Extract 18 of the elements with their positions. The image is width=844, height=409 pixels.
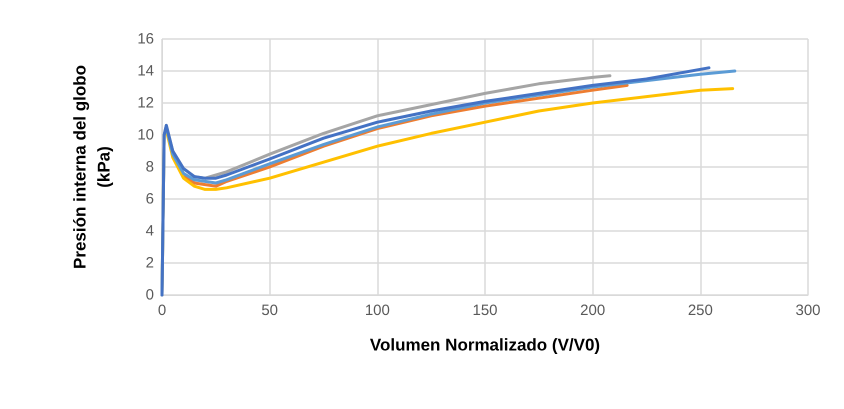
y-tick-label: 14	[137, 62, 154, 80]
x-tick-label: 250	[688, 302, 713, 319]
y-tick-label: 8	[146, 158, 154, 176]
x-tick-label: 150	[472, 302, 498, 319]
x-tick-label: 300	[795, 302, 821, 319]
y-tick-label: 6	[146, 190, 154, 208]
x-tick-label: 50	[261, 302, 278, 319]
x-tick-label: 0	[158, 302, 166, 319]
y-tick-label: 2	[146, 254, 154, 272]
y-axis-title: Presión interna del globo (kPa)	[70, 64, 114, 270]
y-tick-label: 0	[146, 286, 154, 304]
y-tick-label: 10	[137, 126, 154, 144]
y-tick-label: 4	[146, 222, 154, 240]
y-tick-label: 12	[137, 94, 154, 112]
x-tick-label: 200	[580, 302, 606, 319]
x-axis-title: Volumen Normalizado (V/V0)	[370, 336, 600, 354]
y-tick-label: 16	[137, 30, 154, 48]
x-tick-label: 100	[364, 302, 390, 319]
